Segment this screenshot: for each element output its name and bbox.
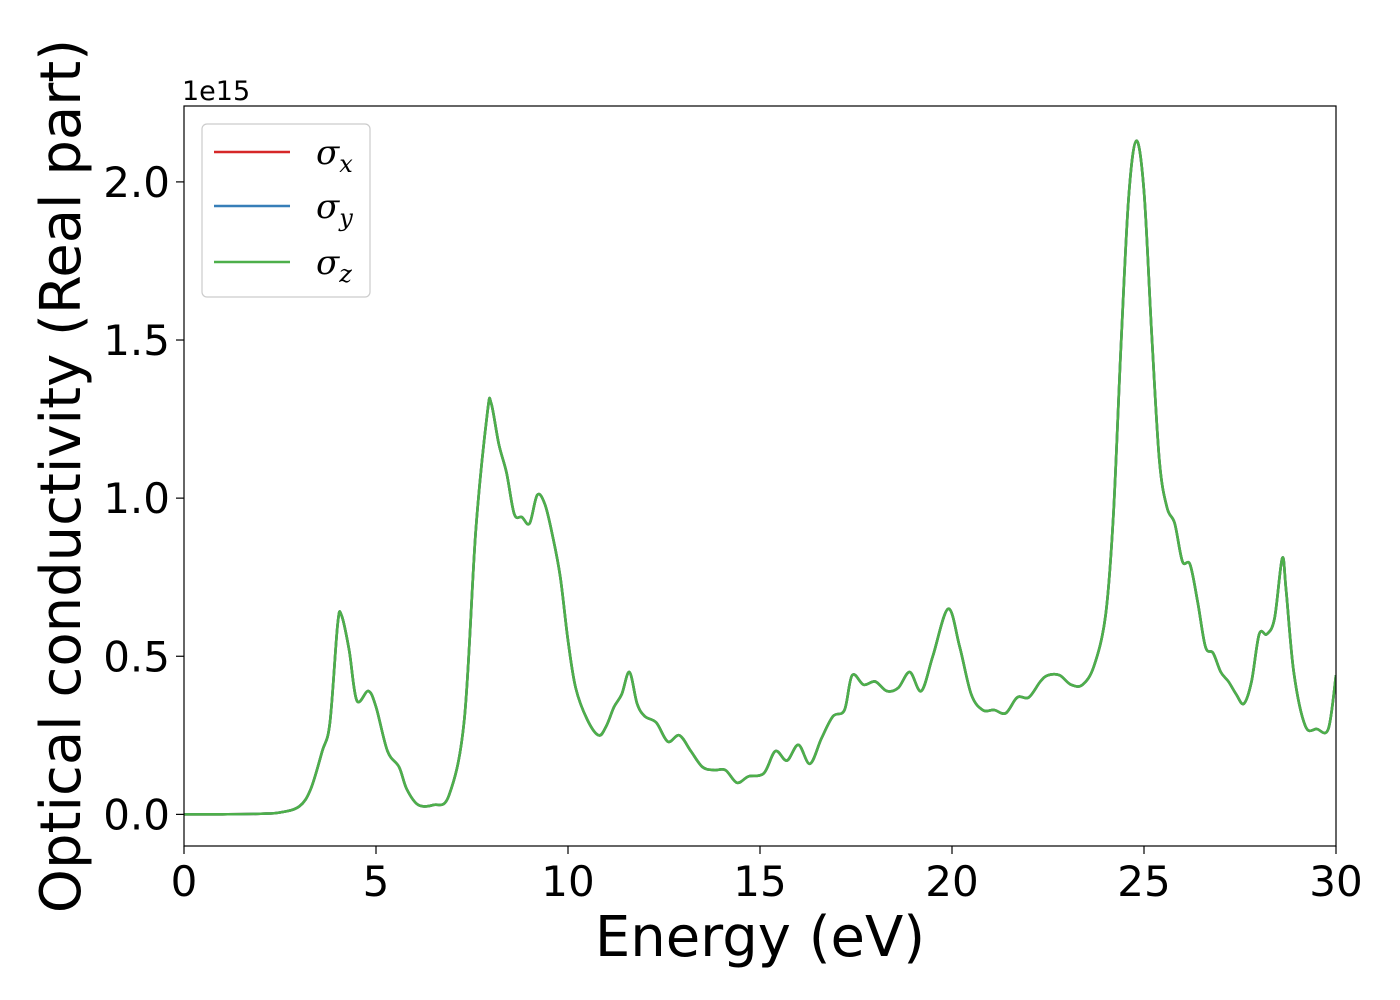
x-tick-label: 15 bbox=[733, 857, 786, 906]
x-axis: 0 5 10 15 20 25 30 bbox=[171, 846, 1363, 906]
x-tick-label: 10 bbox=[541, 857, 594, 906]
x-tick-label: 30 bbox=[1309, 857, 1362, 906]
y-axis-label: Optical conductivity (Real part) bbox=[29, 39, 94, 913]
x-tick-label: 0 bbox=[171, 857, 198, 906]
x-axis-label: Energy (eV) bbox=[595, 905, 925, 970]
y-tick-label: 0.5 bbox=[103, 632, 170, 681]
legend-label-sigma-z: σz bbox=[316, 243, 352, 288]
legend-label-sigma-y: σy bbox=[316, 187, 353, 232]
legend-label-sigma-x: σx bbox=[316, 133, 353, 178]
x-tick-label: 20 bbox=[925, 857, 978, 906]
y-tick-label: 1.5 bbox=[103, 316, 170, 365]
x-tick-label: 5 bbox=[363, 857, 390, 906]
legend: σx σy σz bbox=[201, 123, 371, 298]
x-tick-label: 25 bbox=[1117, 857, 1170, 906]
series-line-sigma-z bbox=[184, 139, 1336, 816]
legend-box bbox=[201, 123, 371, 298]
y-axis: 0.0 0.5 1.0 1.5 2.0 bbox=[103, 158, 184, 839]
y-tick-label: 0.0 bbox=[103, 790, 170, 839]
y-tick-label: 2.0 bbox=[103, 158, 170, 207]
y-tick-label: 1.0 bbox=[103, 474, 170, 523]
series-layer bbox=[184, 139, 1336, 816]
y-offset-label: 1e15 bbox=[182, 76, 250, 107]
